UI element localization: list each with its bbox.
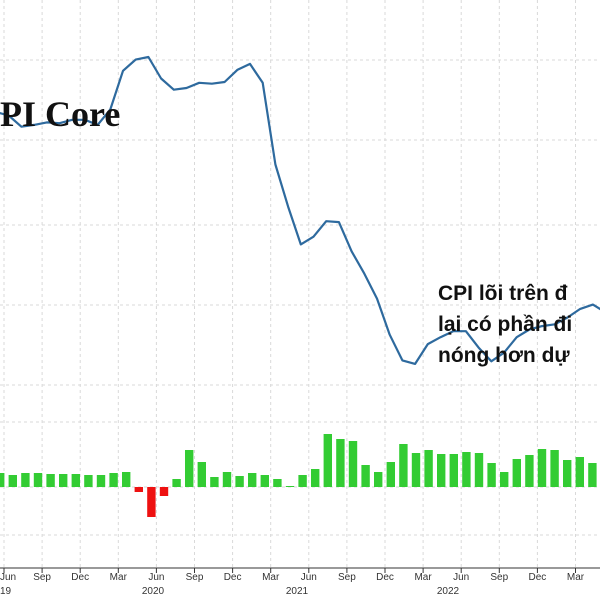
bar [222,472,232,487]
bar [323,434,332,487]
bar [525,455,534,487]
x-tick-label: Dec [376,572,394,583]
bar [210,477,219,487]
bar [8,475,17,487]
bar [46,474,55,487]
bar [298,475,307,487]
bar [449,454,458,487]
bar [84,475,93,487]
bar [575,457,584,487]
bar [147,487,156,517]
bar [500,472,509,487]
bar [474,453,484,487]
bar [550,450,559,487]
bar [311,469,320,487]
bar [487,463,496,487]
x-tick-label: Dec [71,572,89,583]
x-tick-label: Dec [224,572,242,583]
x-tick-label: Sep [490,572,508,583]
year-label: 2020 [142,586,165,597]
bar [399,444,408,487]
bar [563,460,572,487]
bar [260,475,269,487]
year-labels: 19 2020 2021 2022 [0,586,460,597]
bar [185,450,194,487]
x-tick-label: Sep [338,572,356,583]
bar [59,474,68,487]
bar [386,462,395,487]
x-tick-label: Mar [262,572,280,583]
bar [512,459,521,487]
year-label: 19 [0,586,12,597]
bar [172,479,181,487]
x-tick-label: Jun [301,572,317,583]
bar [411,453,421,487]
bar-series [0,434,597,517]
x-tick-label: Sep [186,572,204,583]
x-tick-label: Jun [148,572,164,583]
annotation-line-2: lại có phần đi [438,313,572,336]
bar [33,473,43,487]
bar [21,473,30,487]
line-series-path [0,55,600,365]
x-tick-label: Sep [33,572,51,583]
bar [159,487,169,496]
bar [96,475,106,487]
year-label: 2021 [286,586,309,597]
x-tick-label: Mar [567,572,585,583]
bar [462,452,471,487]
chart-title: PI Core [0,94,120,134]
bar [437,454,446,487]
bar [361,465,370,487]
bar [109,473,118,487]
bar [122,472,131,487]
bar [0,473,5,487]
bar [248,473,257,487]
x-tick-label: Jun [453,572,469,583]
bar [374,472,383,487]
bar [336,439,345,487]
bar [285,486,295,487]
bar [71,474,80,487]
annotation-line-1: CPI lõi trên đ [438,282,568,305]
line-series [0,55,600,365]
bar [273,479,282,487]
bar [348,441,358,487]
x-tick-label: Mar [110,572,128,583]
annotation-line-3: nóng hơn dự [438,344,570,367]
year-label: 2022 [437,586,460,597]
x-tick-label: Jun [0,572,16,583]
bar [588,463,597,487]
bar [537,449,547,487]
bar [235,476,244,487]
x-tick-labels: Jun Sep Dec Mar Jun Sep Dec Mar Jun Sep Dec Mar Jun S… [0,568,585,583]
x-tick-label: Dec [529,572,547,583]
bar [424,450,433,487]
bar [134,487,143,492]
bar [197,462,206,487]
x-tick-label: Mar [414,572,432,583]
